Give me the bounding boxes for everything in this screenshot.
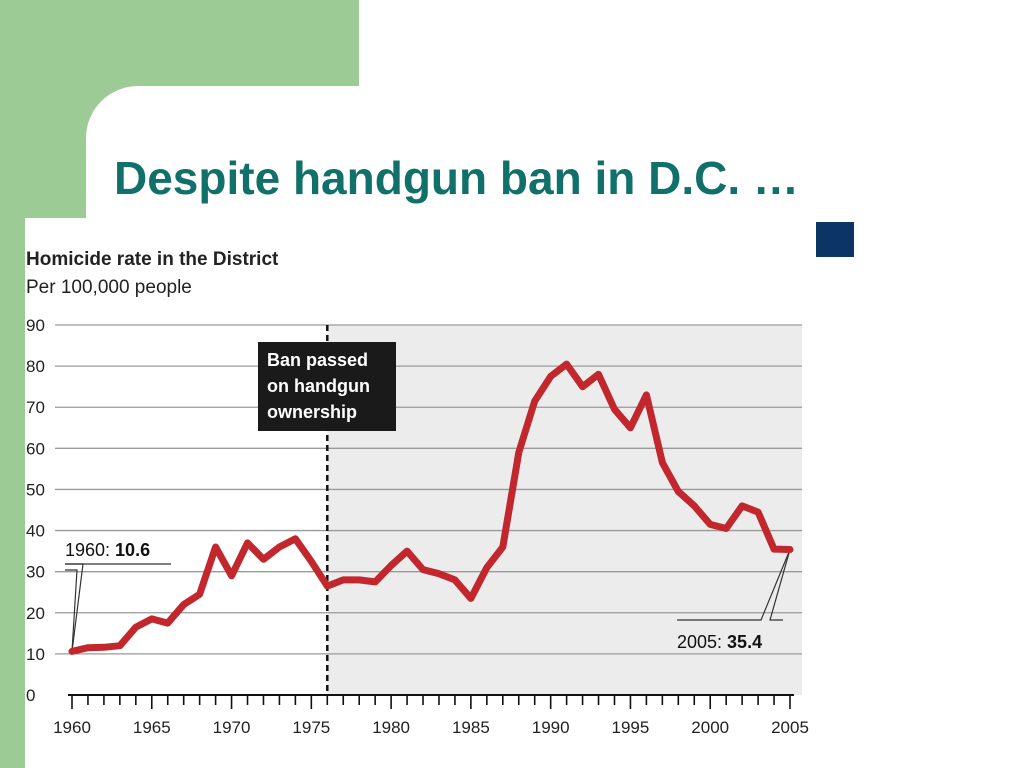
data-point <box>453 578 457 582</box>
x-tick-label: 1990 <box>532 718 570 737</box>
data-point <box>565 362 569 366</box>
x-tick-label: 1970 <box>213 718 251 737</box>
data-point <box>246 541 250 545</box>
chart-title: Homicide rate in the District <box>26 249 279 270</box>
data-point <box>740 504 744 508</box>
x-tick-label: 1995 <box>612 718 650 737</box>
data-point <box>501 545 505 549</box>
ban-annotation-line-3: ownership <box>267 402 357 422</box>
data-point <box>182 603 186 607</box>
callout-1960-leader <box>65 563 84 652</box>
data-point <box>517 450 521 454</box>
data-point <box>549 374 553 378</box>
callout-1960-label: 1960: 10.6 <box>65 540 150 560</box>
data-point <box>357 578 361 582</box>
x-tick-label: 1965 <box>133 718 171 737</box>
data-point <box>724 527 728 530</box>
data-point <box>597 372 601 376</box>
callout-2005-leader <box>677 549 791 621</box>
post-ban-shaded-region <box>327 325 802 695</box>
data-point <box>134 625 138 629</box>
data-point <box>644 393 648 397</box>
data-point <box>102 645 106 649</box>
data-point <box>86 646 90 650</box>
ban-annotation-line-2: on handgun <box>267 376 370 396</box>
data-point <box>660 461 664 465</box>
callout-2005-label: 2005: 35.4 <box>677 632 762 652</box>
data-point <box>261 557 265 561</box>
homicide-rate-line <box>68 360 794 655</box>
data-point <box>293 537 297 541</box>
y-tick-label: 40 <box>26 522 45 541</box>
data-point <box>389 564 393 567</box>
data-point <box>692 504 696 508</box>
data-point <box>469 596 473 600</box>
data-point <box>230 574 234 578</box>
data-point <box>166 621 170 625</box>
data-point <box>373 580 377 584</box>
ban-annotation-box <box>258 342 396 431</box>
ban-annotation-line-1: Ban passed <box>267 350 368 370</box>
x-tick-label: 1985 <box>452 718 490 737</box>
callout-1960-prefix: 1960: <box>65 540 115 560</box>
callout-1960-value: 10.6 <box>115 540 150 560</box>
data-point <box>485 566 489 570</box>
data-point <box>325 584 329 588</box>
callout-1960-leader <box>65 569 78 652</box>
chart-subtitle: Per 100,000 people <box>26 277 192 298</box>
callout-2005-prefix: 2005: <box>677 632 727 652</box>
data-point <box>708 522 712 526</box>
y-tick-label: 70 <box>26 398 45 417</box>
bullet-square <box>816 222 854 257</box>
data-point <box>756 510 760 514</box>
data-point <box>533 399 537 403</box>
data-point <box>341 578 345 582</box>
callout-2005-value: 35.4 <box>727 632 762 652</box>
data-point <box>70 649 74 653</box>
callout-2005-leader <box>769 549 791 621</box>
x-tick-label: 1960 <box>53 718 91 737</box>
homicide-rate-chart: 0 10 20 30 40 50 60 70 80 90 Ban passed on handgu… <box>26 249 809 737</box>
data-point <box>309 559 313 563</box>
data-point <box>118 644 122 648</box>
x-tick-label: 1975 <box>292 718 330 737</box>
data-point <box>421 568 425 572</box>
y-tick-label: 80 <box>26 357 45 376</box>
data-point <box>198 592 202 596</box>
y-tick-label: 50 <box>26 480 45 499</box>
y-tick-label: 60 <box>26 439 45 458</box>
x-tick-label: 2005 <box>771 718 809 737</box>
y-tick-label: 30 <box>26 563 45 582</box>
data-point <box>277 545 281 549</box>
x-tick-label: 2000 <box>691 718 729 737</box>
data-point <box>676 490 680 493</box>
x-tick-label: 1980 <box>372 718 410 737</box>
data-point <box>772 547 776 551</box>
y-tick-label: 10 <box>26 645 45 664</box>
slide-title: Despite handgun ban in D.C. … <box>114 152 799 204</box>
data-point <box>405 549 409 553</box>
data-point <box>437 572 441 576</box>
data-point <box>581 385 585 389</box>
chart-container: 0 10 20 30 40 50 60 70 80 90 Ban passed on handgu… <box>25 218 815 768</box>
y-tick-label: 0 <box>26 686 35 705</box>
data-point <box>612 407 616 411</box>
data-point <box>628 426 632 430</box>
y-tick-label: 20 <box>26 604 45 623</box>
data-point <box>214 545 218 549</box>
y-tick-label: 90 <box>26 316 45 335</box>
data-point <box>150 617 154 621</box>
data-point <box>788 547 792 551</box>
